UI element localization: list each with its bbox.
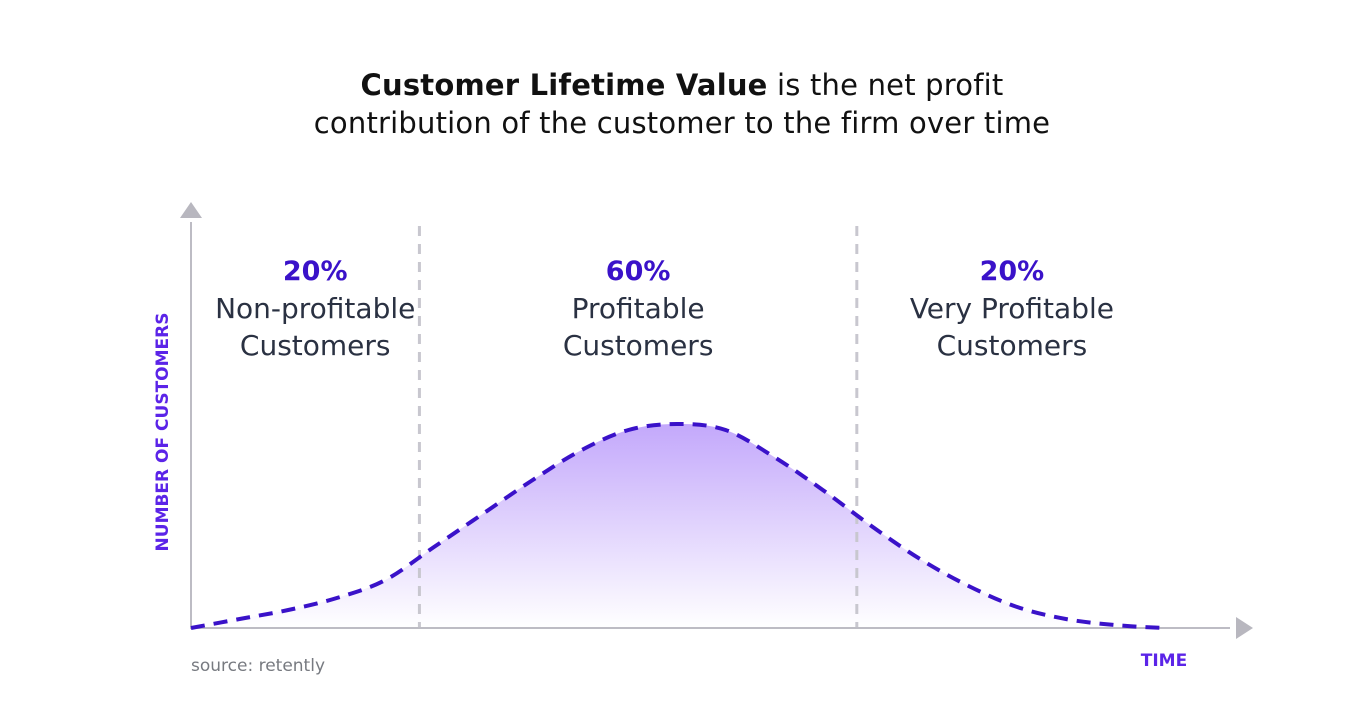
title-line-2: contribution of the customer to the firm… (313, 106, 1051, 140)
segment-3-line-1: Very Profitable (910, 292, 1114, 325)
y-axis-label: NUMBER OF CUSTOMERS (153, 313, 173, 552)
area-fill (191, 424, 1163, 628)
title-bold-part: Customer Lifetime Value (360, 68, 768, 102)
segment-2-line-2: Customers (563, 329, 714, 362)
source-note: source: retently (191, 656, 326, 676)
title-line-1: Customer Lifetime Value is the net profi… (0, 66, 1364, 104)
title-rest-line-1: is the net profit (767, 68, 1004, 102)
segment-1-line-2: Customers (240, 329, 391, 362)
segment-1-percent: 20% (283, 256, 348, 287)
y-axis-arrow-icon (180, 202, 202, 218)
segment-label-1: 20% Non-profitable Customers (215, 256, 415, 362)
segment-3-line-2: Customers (937, 329, 1088, 362)
distribution-curve (190, 421, 1164, 630)
chart-title: Customer Lifetime Value is the net profi… (0, 66, 1364, 142)
segment-label-3: 20% Very Profitable Customers (910, 256, 1114, 362)
segment-2-line-1: Profitable (572, 292, 705, 325)
segment-2-percent: 60% (606, 256, 671, 287)
segment-1-line-1: Non-profitable (215, 292, 415, 325)
segment-3-percent: 20% (980, 256, 1045, 287)
x-axis-label: TIME (1141, 651, 1187, 671)
x-axis-arrow-icon (1236, 617, 1253, 639)
segment-label-2: 60% Profitable Customers (563, 256, 714, 362)
